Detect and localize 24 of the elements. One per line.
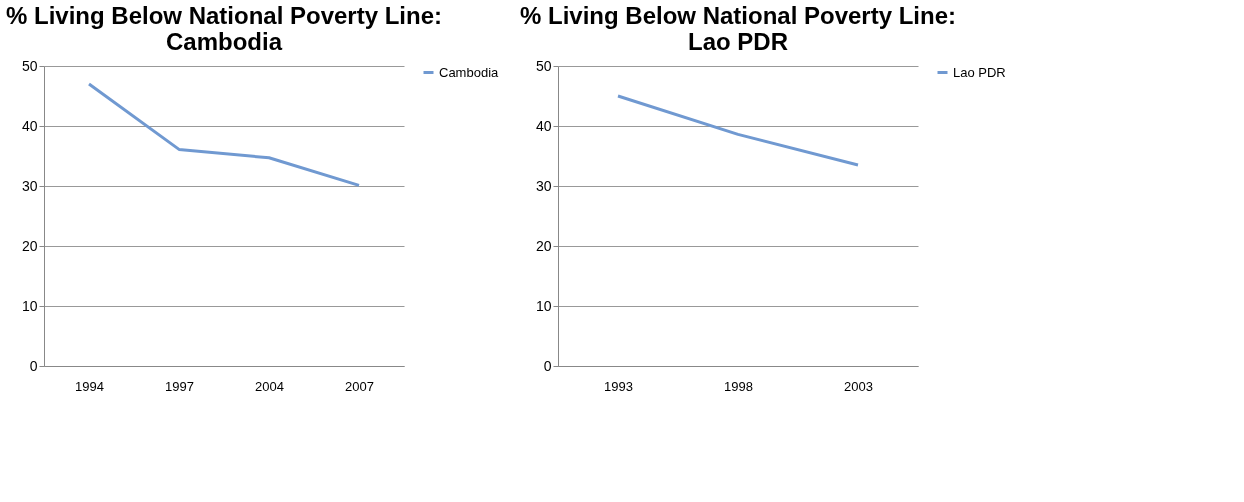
y-tick-label: 10 <box>535 297 552 314</box>
line-series <box>87 82 361 187</box>
x-tick-label: 1998 <box>724 378 753 394</box>
x-tick-label: 1994 <box>75 378 104 394</box>
y-tick-label: 20 <box>21 237 38 254</box>
chart-title: % Living Below National Poverty Line: Lao PDR <box>519 2 957 55</box>
legend-label: Lao PDR <box>953 64 1006 80</box>
chart-title: % Living Below National Poverty Line: Cambodia <box>5 2 443 55</box>
x-tick-label: 2003 <box>844 378 873 394</box>
y-tick-label: 10 <box>21 297 38 314</box>
y-tick-label: 0 <box>29 357 38 374</box>
y-tick-label: 30 <box>21 177 38 194</box>
x-tick-label: 1997 <box>165 378 194 394</box>
y-tick-label: 30 <box>535 177 552 194</box>
y-tick-label: 40 <box>21 117 38 134</box>
y-tick-label: 50 <box>535 57 552 74</box>
y-tick-label: 40 <box>535 117 552 134</box>
y-tick-label: 0 <box>543 357 552 374</box>
y-tick-label: 50 <box>21 57 38 74</box>
x-tick-label: 2004 <box>255 378 284 394</box>
x-tick-label: 2007 <box>345 378 374 394</box>
y-tick-label: 20 <box>535 237 552 254</box>
legend-label: Cambodia <box>439 64 500 80</box>
x-tick-label: 1993 <box>604 378 633 394</box>
